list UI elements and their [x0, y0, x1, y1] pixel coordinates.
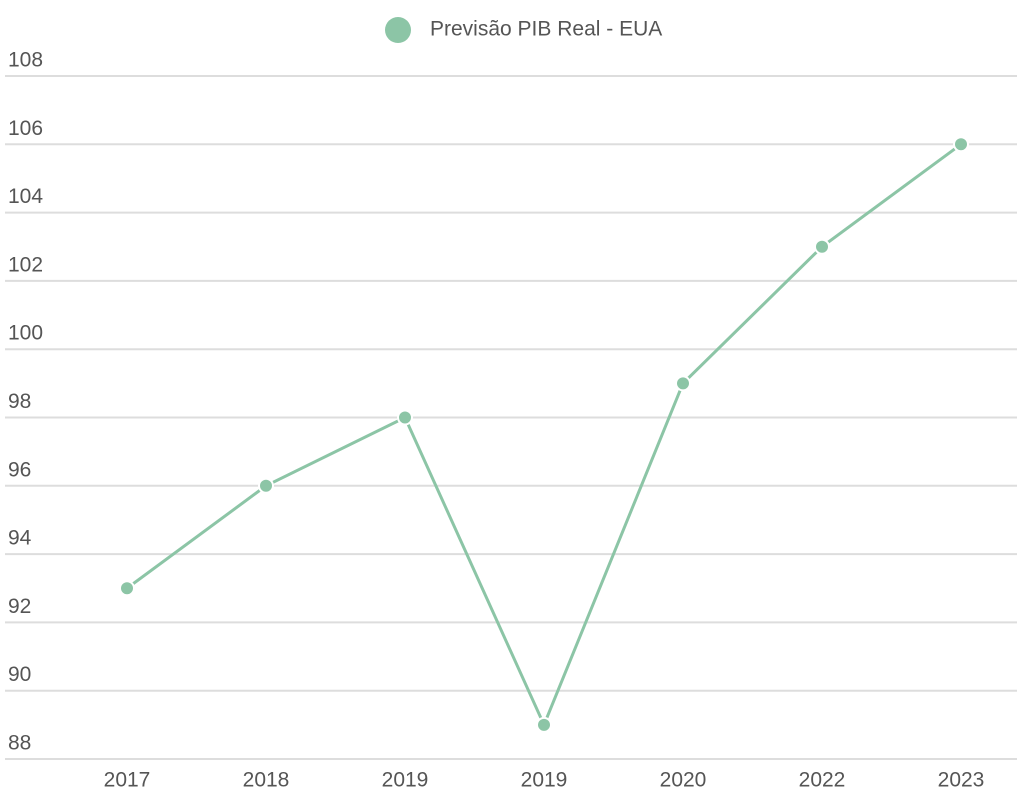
y-tick-label: 108: [8, 49, 43, 72]
legend-swatch: [385, 17, 411, 43]
y-tick-label: 96: [8, 458, 31, 481]
x-tick-label: 2018: [243, 769, 290, 792]
y-tick-label: 100: [8, 322, 43, 345]
data-point: [536, 716, 552, 733]
data-point: [119, 580, 135, 597]
legend-label: Previsão PIB Real - EUA: [430, 18, 662, 41]
y-tick-label: 88: [8, 732, 31, 755]
y-tick-label: 106: [8, 117, 43, 140]
y-tick-label: 92: [8, 595, 31, 618]
x-tick-label: 2019: [521, 769, 568, 792]
x-tick-label: 2019: [382, 769, 429, 792]
x-tick-label: 2022: [799, 769, 846, 792]
data-point: [953, 136, 969, 153]
y-tick-label: 90: [8, 663, 31, 686]
x-tick-label: 2017: [104, 769, 151, 792]
x-tick-label: 2023: [938, 769, 985, 792]
series-line: [126, 143, 962, 729]
data-point: [675, 375, 691, 392]
y-tick-label: 104: [8, 185, 43, 208]
data-point: [397, 409, 413, 426]
data-point: [814, 238, 830, 255]
y-tick-label: 102: [8, 253, 43, 276]
x-tick-label: 2020: [660, 769, 707, 792]
y-tick-label: 98: [8, 390, 31, 413]
data-point: [258, 477, 274, 494]
y-tick-label: 94: [8, 527, 32, 550]
